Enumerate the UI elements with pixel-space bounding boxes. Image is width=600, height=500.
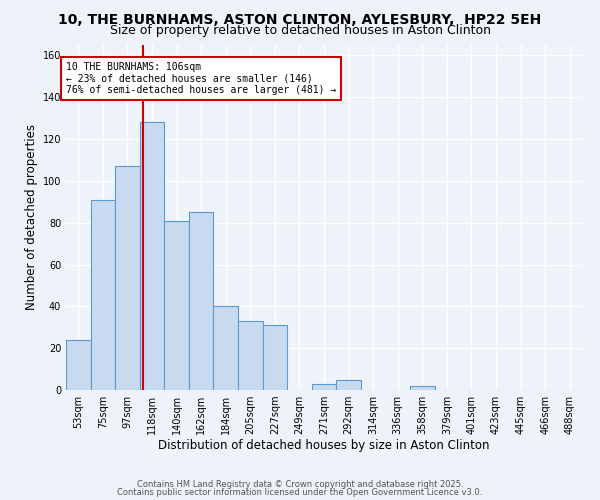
- Bar: [238, 321, 263, 390]
- Text: 10, THE BURNHAMS, ASTON CLINTON, AYLESBURY,  HP22 5EH: 10, THE BURNHAMS, ASTON CLINTON, AYLESBU…: [58, 12, 542, 26]
- Bar: [164, 220, 189, 390]
- Bar: [91, 200, 115, 390]
- Bar: [66, 340, 91, 390]
- Text: Size of property relative to detached houses in Aston Clinton: Size of property relative to detached ho…: [110, 24, 491, 37]
- Bar: [336, 380, 361, 390]
- X-axis label: Distribution of detached houses by size in Aston Clinton: Distribution of detached houses by size …: [158, 438, 490, 452]
- Text: Contains HM Land Registry data © Crown copyright and database right 2025.: Contains HM Land Registry data © Crown c…: [137, 480, 463, 489]
- Bar: [312, 384, 336, 390]
- Text: Contains public sector information licensed under the Open Government Licence v3: Contains public sector information licen…: [118, 488, 482, 497]
- Text: 10 THE BURNHAMS: 106sqm
← 23% of detached houses are smaller (146)
76% of semi-d: 10 THE BURNHAMS: 106sqm ← 23% of detache…: [66, 62, 336, 95]
- Bar: [115, 166, 140, 390]
- Bar: [410, 386, 434, 390]
- Bar: [214, 306, 238, 390]
- Bar: [189, 212, 214, 390]
- Bar: [140, 122, 164, 390]
- Bar: [263, 325, 287, 390]
- Y-axis label: Number of detached properties: Number of detached properties: [25, 124, 38, 310]
